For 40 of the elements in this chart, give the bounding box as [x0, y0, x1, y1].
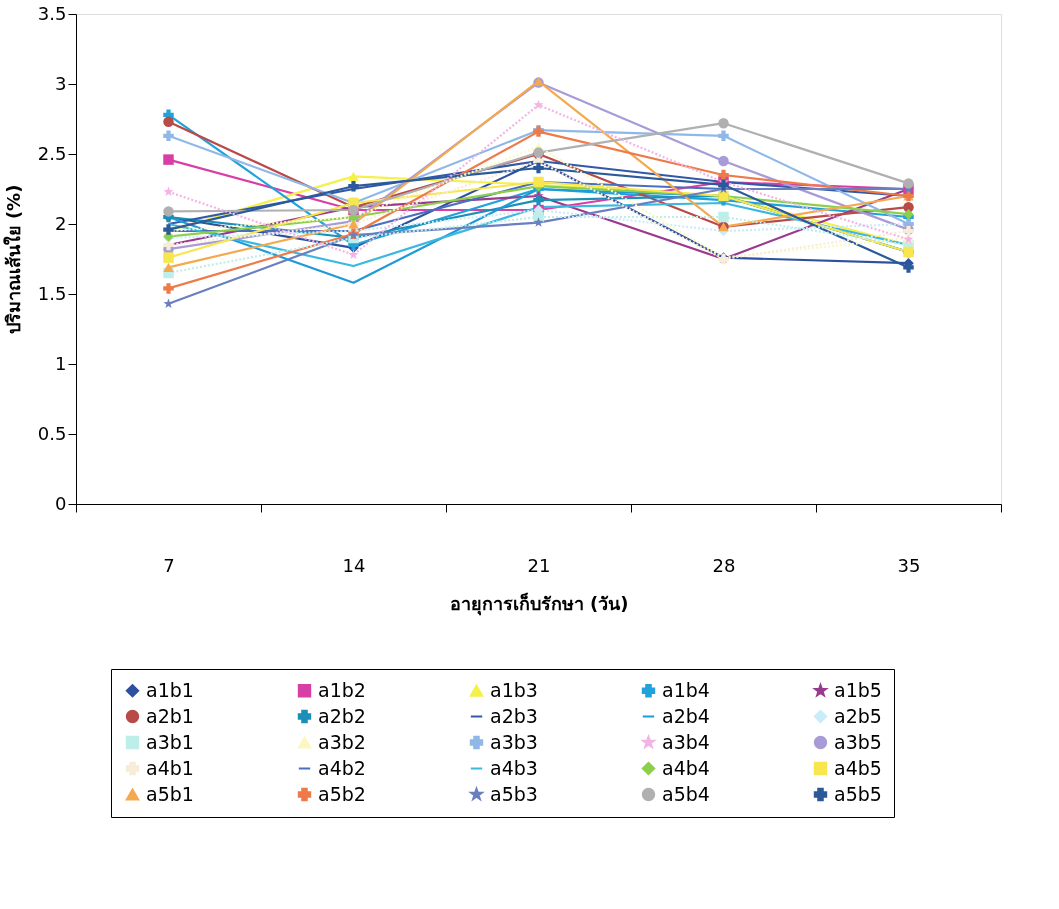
legend-label: a4b4 — [662, 756, 710, 779]
y-axis-title: ปริมาณเส้นใย (%) — [2, 184, 24, 335]
legend-label: a1b2 — [318, 678, 366, 701]
legend-label: a5b2 — [318, 782, 366, 805]
legend-label: a1b5 — [834, 678, 882, 701]
legend-label: a3b4 — [662, 730, 710, 753]
legend-label: a3b2 — [318, 730, 366, 753]
y-tick-label: 2.5 — [37, 142, 67, 164]
legend-label: a2b5 — [834, 704, 882, 727]
legend-label: a4b2 — [318, 756, 366, 779]
legend-label: a2b3 — [490, 704, 538, 727]
legend-label: a2b4 — [662, 704, 710, 727]
y-tick-label: 0.5 — [37, 422, 67, 444]
y-tick-label: 0 — [55, 492, 67, 514]
x-tick-label: 14 — [342, 554, 366, 576]
legend-label: a4b1 — [146, 756, 194, 779]
legend-label: a3b1 — [146, 730, 194, 753]
y-tick-label: 3 — [55, 72, 67, 94]
legend-label: a4b3 — [490, 756, 538, 779]
legend-label: a1b4 — [662, 678, 710, 701]
legend-label: a1b3 — [490, 678, 538, 701]
y-tick-label: 1 — [55, 352, 67, 374]
x-tick-label: 28 — [712, 554, 736, 576]
legend-label: a5b1 — [146, 782, 194, 805]
y-tick-label: 2 — [55, 212, 67, 234]
legend-label: a5b3 — [490, 782, 538, 805]
x-tick-label: 35 — [897, 554, 921, 576]
y-tick-label: 1.5 — [37, 282, 67, 304]
x-axis-title: อายุการเก็บรักษา (วัน) — [449, 591, 629, 616]
x-tick-label: 7 — [163, 554, 175, 576]
legend-label: a2b2 — [318, 704, 366, 727]
legend-label: a1b1 — [146, 678, 194, 701]
legend-label: a3b3 — [490, 730, 538, 753]
x-tick-label: 21 — [527, 554, 551, 576]
y-tick-label: 3.5 — [37, 2, 67, 24]
legend-label: a4b5 — [834, 756, 882, 779]
legend-label: a5b4 — [662, 782, 710, 805]
legend-label: a2b1 — [146, 704, 194, 727]
legend-label: a3b5 — [834, 730, 882, 753]
legend-label: a5b5 — [834, 782, 882, 805]
